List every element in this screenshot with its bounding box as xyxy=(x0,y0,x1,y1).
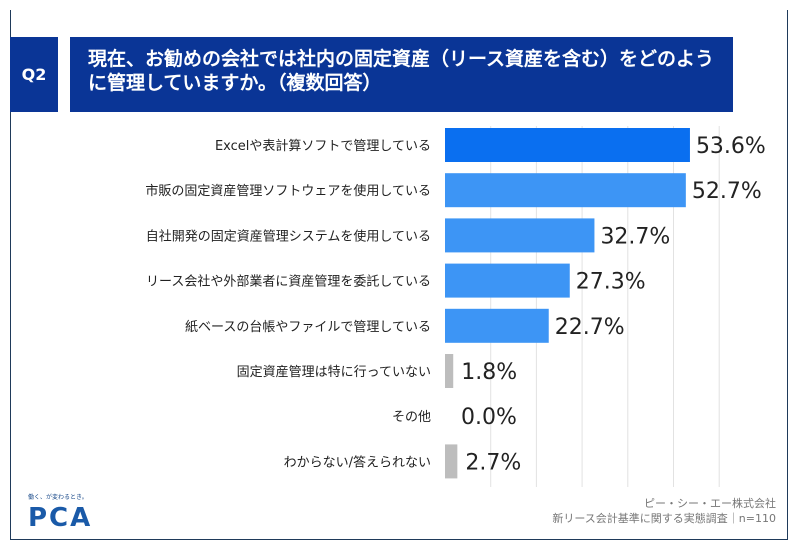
logo-tagline: 働く、が変わるとき。 xyxy=(28,494,88,501)
survey-name: 新リース会計基準に関する実態調査｜n=110 xyxy=(552,512,776,525)
category-label: 市販の固定資産管理ソフトウェアを使用している xyxy=(145,183,431,199)
bar xyxy=(445,173,686,208)
value-label: 2.7% xyxy=(465,450,521,475)
category-label: わからない/答えられない xyxy=(284,454,431,470)
value-label: 53.6% xyxy=(696,134,766,159)
value-label: 1.8% xyxy=(461,360,517,385)
value-label: 32.7% xyxy=(600,224,670,249)
question-number: Q2 xyxy=(10,37,58,112)
company-name: ピー・シー・エー株式会社 xyxy=(644,497,776,510)
pca-logo: PCA xyxy=(28,503,93,533)
value-label: 0.0% xyxy=(461,405,517,430)
category-label: その他 xyxy=(392,410,431,425)
question-title: 現在、お勧めの会社では社内の固定資産（リース資産を含む）をどのように管理していま… xyxy=(70,37,733,112)
bar xyxy=(445,128,690,162)
slide-frame xyxy=(10,10,788,540)
category-label: 自社開発の固定資産管理システムを使用している xyxy=(146,228,431,244)
category-label: リース会社や外部業者に資産管理を委託している xyxy=(146,274,431,290)
value-label: 22.7% xyxy=(555,315,625,340)
value-label: 27.3% xyxy=(576,270,646,295)
value-label: 52.7% xyxy=(692,179,762,204)
category-label: 固定資産管理は特に行っていない xyxy=(237,364,431,380)
category-label: Excelや表計算ソフトで管理している xyxy=(215,138,431,154)
bar xyxy=(445,308,549,343)
bar xyxy=(445,444,458,479)
category-label: 紙ベースの台帳やファイルで管理している xyxy=(185,320,431,335)
bar xyxy=(445,263,570,298)
bar xyxy=(445,354,454,388)
bar xyxy=(445,218,595,253)
source-note: ピー・シー・エー株式会社 新リース会計基準に関する実態調査｜n=110 xyxy=(552,496,776,526)
